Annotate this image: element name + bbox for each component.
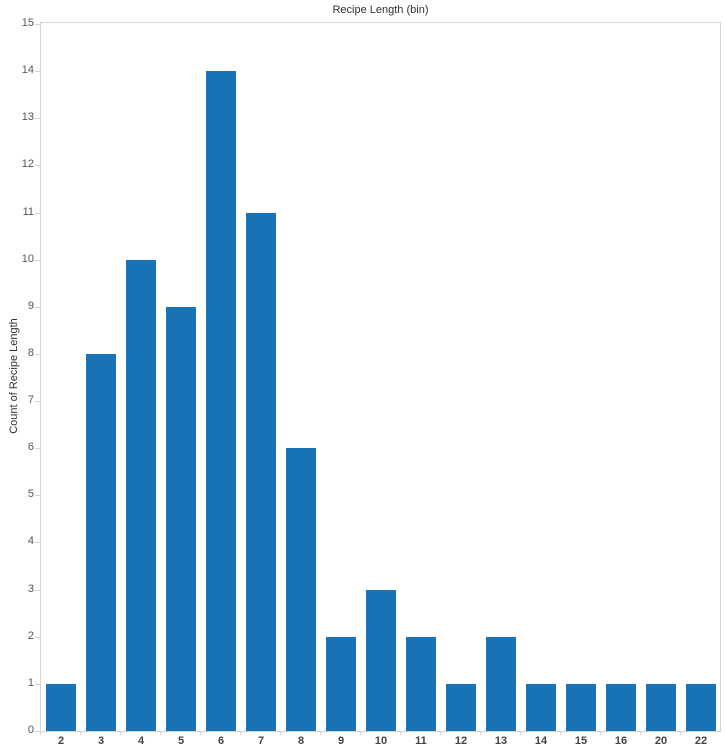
y-tick-mark — [35, 448, 40, 450]
bar-15[interactable] — [566, 683, 596, 731]
y-tick-mark — [35, 542, 40, 544]
x-tick-label: 5 — [177, 735, 185, 747]
bar-11[interactable] — [406, 636, 436, 731]
y-tick-mark — [35, 306, 40, 308]
bar-8[interactable] — [286, 448, 316, 731]
x-tick-label: 14 — [534, 735, 548, 747]
y-tick-mark — [35, 636, 40, 638]
x-axis-line — [36, 731, 721, 732]
y-tick-label: 5 — [27, 488, 34, 501]
y-tick-label: 3 — [27, 582, 34, 595]
x-tick-label: 8 — [297, 735, 305, 747]
y-tick-mark — [35, 683, 40, 685]
x-tick-label: 6 — [217, 735, 225, 747]
x-tick-mark — [560, 731, 561, 735]
bar-22[interactable] — [686, 683, 716, 731]
y-tick-label: 6 — [27, 441, 34, 454]
bar-12[interactable] — [446, 683, 476, 731]
y-tick-label: 13 — [21, 111, 34, 124]
x-tick-mark — [680, 731, 681, 735]
bar-2[interactable] — [46, 683, 76, 731]
x-tick-mark — [480, 731, 481, 735]
bar-16[interactable] — [606, 683, 636, 731]
x-tick-label: 16 — [614, 735, 628, 747]
x-tick-label: 15 — [574, 735, 588, 747]
bar-6[interactable] — [206, 71, 236, 731]
x-tick-mark — [240, 731, 241, 735]
y-tick-label: 0 — [27, 724, 34, 736]
bar-13[interactable] — [486, 636, 516, 731]
bar-20[interactable] — [646, 683, 676, 731]
chart-title: Recipe Length (bin) — [332, 4, 429, 16]
y-tick-mark — [35, 259, 40, 261]
x-tick-label: 12 — [454, 735, 468, 747]
x-tick-mark — [440, 731, 441, 735]
bar-5[interactable] — [166, 306, 196, 731]
y-tick-label: 4 — [27, 535, 34, 548]
x-tick-label: 3 — [97, 735, 105, 747]
y-tick-mark — [35, 118, 40, 120]
x-tick-label: 13 — [494, 735, 508, 747]
x-tick-label: 10 — [374, 735, 388, 747]
y-tick-label: 11 — [22, 205, 34, 218]
y-tick-label: 7 — [27, 394, 34, 407]
y-tick-label: 9 — [27, 299, 34, 312]
y-tick-mark — [35, 212, 40, 214]
x-tick-mark — [40, 731, 41, 735]
y-tick-mark — [35, 71, 40, 73]
y-axis-label: Count of Recipe Length — [8, 318, 20, 434]
x-tick-mark — [400, 731, 401, 735]
y-tick-mark — [35, 401, 40, 403]
x-tick-label: 9 — [337, 735, 345, 747]
x-tick-label: 11 — [415, 735, 427, 747]
x-tick-mark — [640, 731, 641, 735]
y-tick-label: 15 — [21, 17, 34, 29]
bar-4[interactable] — [126, 259, 156, 731]
y-axis-line — [40, 22, 41, 732]
bar-10[interactable] — [366, 589, 396, 731]
x-tick-mark — [80, 731, 81, 735]
y-tick-label: 1 — [27, 676, 34, 689]
x-tick-mark — [160, 731, 161, 735]
x-tick-label: 22 — [694, 735, 708, 747]
x-tick-label: 7 — [257, 735, 265, 747]
bar-14[interactable] — [526, 683, 556, 731]
y-tick-mark — [35, 589, 40, 591]
bar-3[interactable] — [86, 353, 116, 731]
bar-7[interactable] — [246, 212, 276, 731]
y-tick-label: 2 — [27, 629, 34, 642]
x-tick-mark — [320, 731, 321, 735]
y-tick-mark — [35, 24, 40, 25]
x-tick-mark — [600, 731, 601, 735]
x-tick-mark — [120, 731, 121, 735]
x-tick-mark — [280, 731, 281, 735]
y-tick-label: 12 — [21, 158, 34, 171]
y-tick-mark — [35, 165, 40, 167]
y-tick-label: 14 — [21, 64, 34, 77]
x-tick-mark — [360, 731, 361, 735]
y-tick-mark — [35, 731, 40, 732]
x-tick-label: 2 — [57, 735, 65, 747]
bar-9[interactable] — [326, 636, 356, 731]
x-tick-mark — [200, 731, 201, 735]
x-tick-label: 4 — [137, 735, 145, 747]
y-tick-label: 8 — [27, 346, 34, 359]
y-tick-label: 10 — [21, 252, 34, 265]
plot-area — [40, 22, 721, 731]
x-tick-label: 20 — [654, 735, 668, 747]
x-tick-mark — [520, 731, 521, 735]
y-tick-mark — [35, 353, 40, 355]
y-tick-mark — [35, 495, 40, 497]
